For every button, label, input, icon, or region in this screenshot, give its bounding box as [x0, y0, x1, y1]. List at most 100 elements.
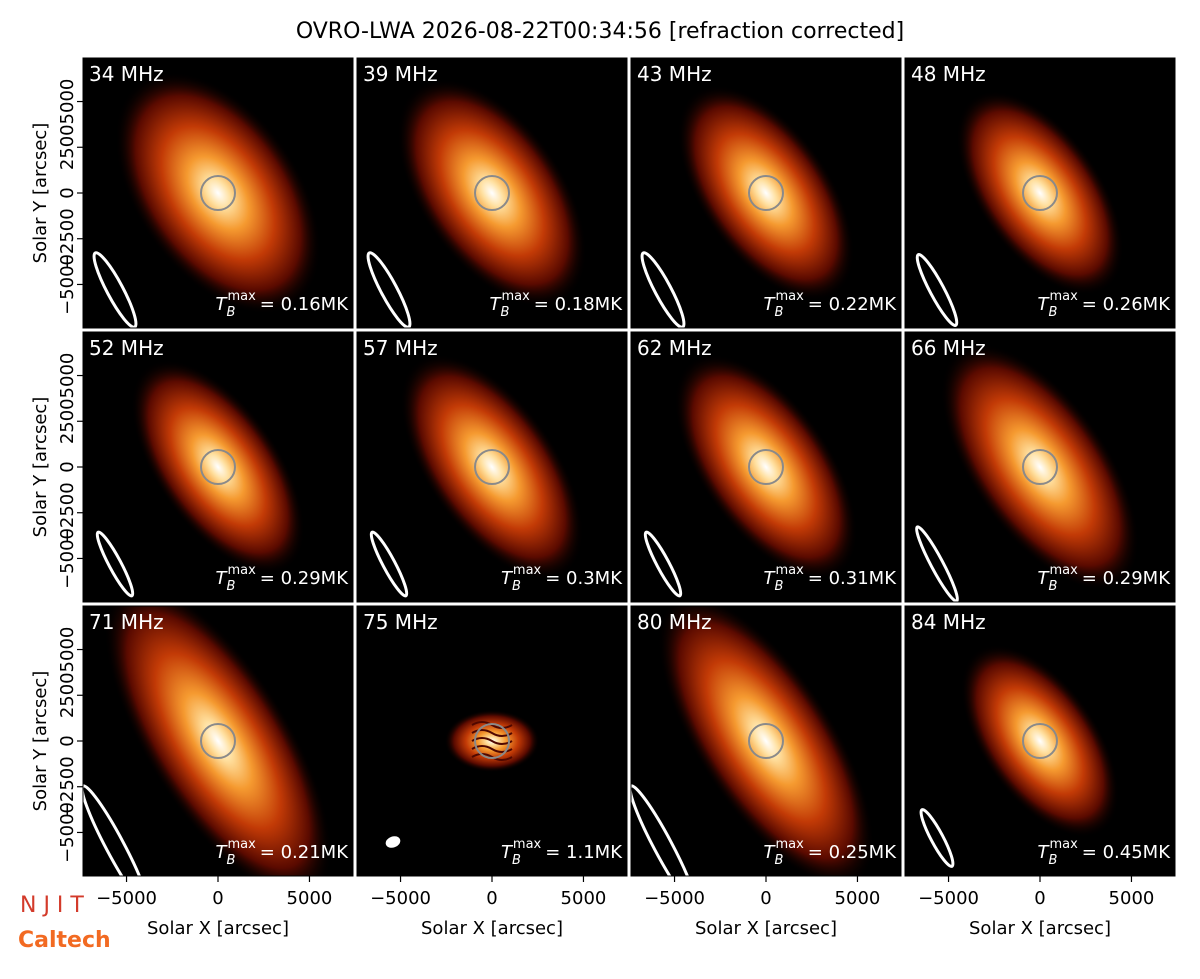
y-tick-label: 2500 [57, 672, 78, 718]
frequency-label: 34 MHz [89, 62, 164, 86]
x-tick-label: 5000 [835, 888, 881, 909]
frequency-label: 48 MHz [911, 62, 986, 86]
emission [940, 343, 1140, 591]
tmax-sup: max [227, 837, 256, 852]
x-tick-label: −5000 [644, 888, 705, 909]
tmax-label: TBmax = 0.3MK [501, 563, 623, 594]
tmax-symbol: T [764, 842, 777, 863]
emission [397, 78, 587, 308]
tmax-sup: max [775, 289, 804, 304]
y-tick-label: −2500 [57, 482, 78, 543]
y-tick-label: −5000 [57, 254, 78, 315]
emission [960, 644, 1120, 838]
solar-limb [474, 723, 510, 759]
y-tick-label: −5000 [57, 802, 78, 863]
tmax-sup: max [227, 289, 256, 304]
tmax-label: TBmax = 0.21MK [216, 837, 350, 868]
frequency-label: 52 MHz [89, 336, 164, 360]
x-axis-label: Solar X [arcsec] [969, 918, 1111, 939]
tmax-label: TBmax = 0.45MK [1038, 837, 1172, 868]
tmax-sub: B [1049, 853, 1058, 868]
y-axis-label: Solar Y [arcsec] [30, 671, 51, 812]
tmax-symbol: T [1038, 568, 1051, 589]
x-tick-label: 0 [1034, 888, 1045, 909]
tmax-label: TBmax = 0.31MK [764, 563, 898, 594]
emission [400, 354, 584, 580]
tmax-sub: B [775, 305, 784, 320]
tmax-label: TBmax = 0.16MK [216, 289, 350, 320]
tmax-label: TBmax = 0.29MK [216, 563, 350, 594]
solar-limb [474, 449, 510, 485]
tmax-symbol: T [216, 294, 229, 315]
frequency-label: 66 MHz [911, 336, 986, 360]
tmax-value: = 0.21MK [260, 842, 349, 863]
tmax-sup: max [1049, 837, 1078, 852]
emission [677, 85, 855, 301]
y-tick-label: −2500 [57, 208, 78, 269]
panel [357, 332, 627, 602]
beam [915, 253, 959, 327]
emission [674, 354, 858, 580]
panel [631, 332, 901, 602]
tmax-value: = 0.25MK [808, 842, 897, 863]
panel [357, 58, 627, 328]
solar-limb [748, 175, 784, 211]
tmax-value: = 0.26MK [1082, 294, 1171, 315]
panel-frame [630, 57, 902, 329]
fringe [471, 737, 513, 745]
tmax-value: = 0.29MK [1082, 568, 1171, 589]
tmax-sup: max [1049, 563, 1078, 578]
panel [83, 606, 353, 876]
frequency-label: 71 MHz [89, 610, 164, 634]
panel [83, 332, 353, 602]
panel [905, 606, 1175, 876]
x-tick-label: 5000 [561, 888, 607, 909]
tmax-sub: B [227, 305, 236, 320]
tmax-symbol: T [490, 294, 503, 315]
x-tick-label: 0 [212, 888, 223, 909]
panel-frame [630, 331, 902, 603]
panel [905, 58, 1175, 328]
y-tick-label: 5000 [57, 627, 78, 673]
frequency-label: 39 MHz [363, 62, 438, 86]
x-axis-label: Solar X [arcsec] [421, 918, 563, 939]
x-tick-label: −5000 [370, 888, 431, 909]
frequency-label: 84 MHz [911, 610, 986, 634]
x-tick-label: 0 [486, 888, 497, 909]
tmax-sub: B [775, 853, 784, 868]
beam [919, 808, 955, 868]
tmax-sub: B [227, 853, 236, 868]
tmax-label: TBmax = 0.25MK [764, 837, 898, 868]
tmax-symbol: T [501, 568, 514, 589]
beam [92, 251, 138, 328]
frequency-label: 75 MHz [363, 610, 438, 634]
tmax-symbol: T [216, 842, 229, 863]
tmax-symbol: T [764, 568, 777, 589]
figure-title: OVRO-LWA 2026-08-22T00:34:56 [refraction… [296, 19, 904, 44]
x-axis-label: Solar X [arcsec] [147, 918, 289, 939]
logo-njit: N J I T [20, 893, 84, 918]
tmax-sup: max [501, 289, 530, 304]
tmax-label: TBmax = 0.29MK [1038, 563, 1172, 594]
tmax-sub: B [775, 579, 784, 594]
beam [369, 530, 409, 598]
tmax-label: TBmax = 1.1MK [501, 837, 623, 868]
tmax-sub: B [501, 305, 510, 320]
solar-limb [748, 449, 784, 485]
beam [95, 530, 135, 598]
tmax-value: = 0.22MK [808, 294, 897, 315]
emission [131, 359, 305, 575]
panel-frame [904, 331, 1176, 603]
y-tick-label: 5000 [57, 353, 78, 399]
tmax-label: TBmax = 0.26MK [1038, 289, 1172, 320]
x-tick-label: 5000 [287, 888, 333, 909]
tmax-sub: B [227, 579, 236, 594]
panel-frame [356, 57, 628, 329]
solar-limb [1022, 449, 1058, 485]
y-tick-label: −5000 [57, 528, 78, 589]
tmax-label: TBmax = 0.22MK [764, 289, 898, 320]
beam [385, 836, 401, 848]
tmax-sup: max [227, 563, 256, 578]
panel-frame [356, 331, 628, 603]
